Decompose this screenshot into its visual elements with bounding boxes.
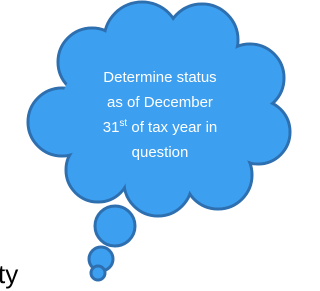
date-rest: of tax year in	[127, 119, 217, 136]
page: Determine status as of December 31st of …	[0, 0, 315, 291]
callout-line: as of December	[107, 94, 213, 111]
cut-off-text: ty	[0, 259, 18, 289]
callout-line: question	[132, 144, 189, 161]
callout-line: Determine status	[103, 69, 216, 86]
date-number: 31	[103, 119, 120, 136]
thought-cloud-diagram: Determine status as of December 31st of …	[0, 0, 315, 291]
